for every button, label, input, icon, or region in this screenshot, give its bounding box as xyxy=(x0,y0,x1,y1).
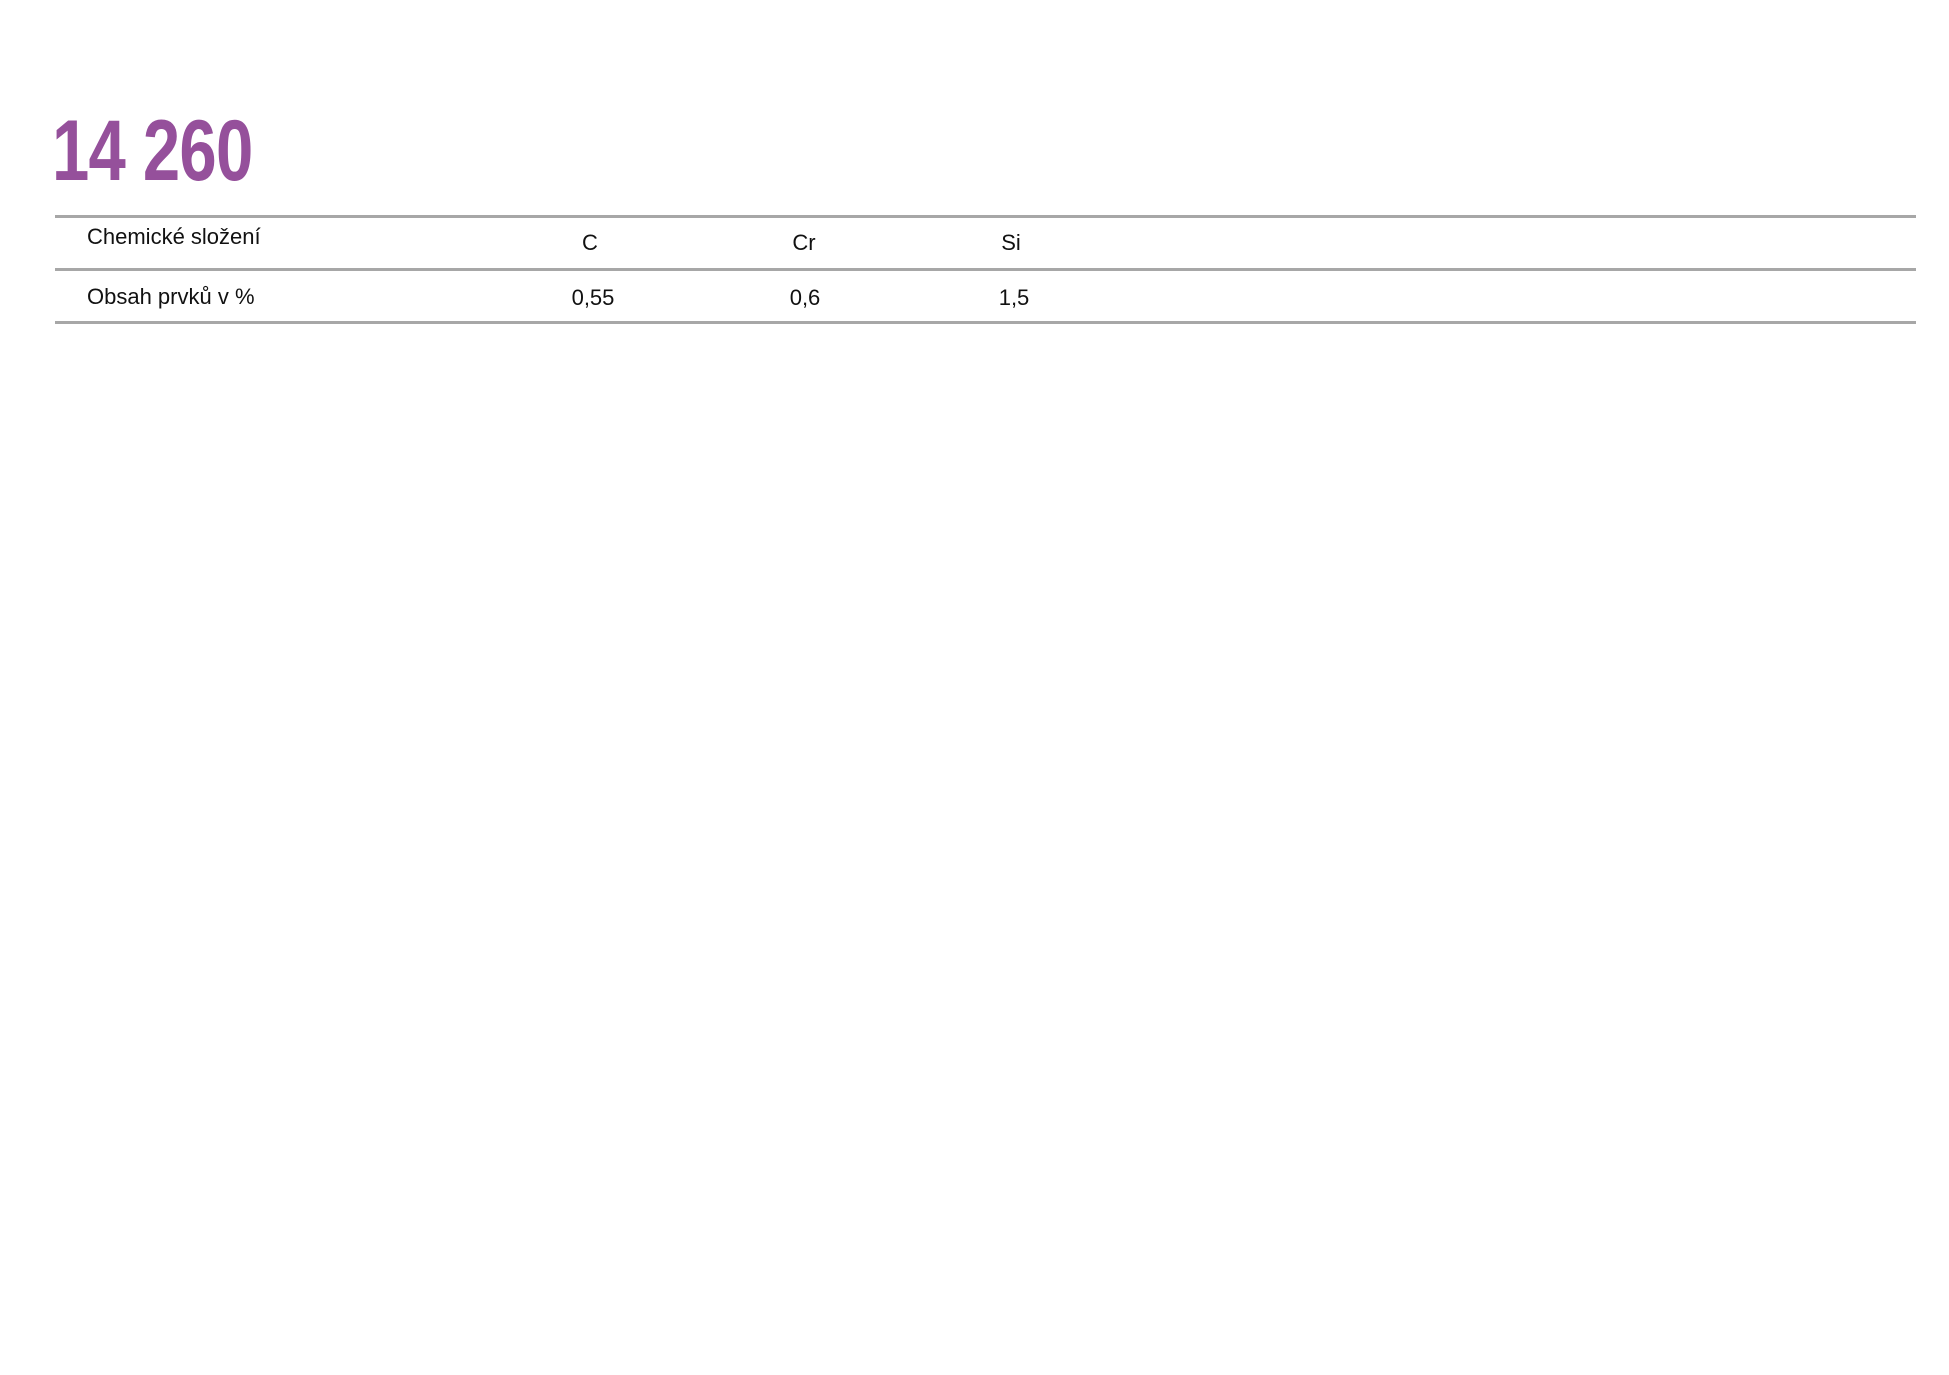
table-mid-rule xyxy=(55,268,1916,271)
value-c: 0,55 xyxy=(571,285,615,310)
value-si: 1,5 xyxy=(998,285,1030,310)
header-col-si: Si xyxy=(1001,230,1021,255)
header-label: Chemické složení xyxy=(87,224,261,249)
header-col-c: C xyxy=(582,230,598,255)
table-bottom-rule xyxy=(55,321,1916,324)
value-cr: 0,6 xyxy=(789,285,821,310)
page-title: 14 260 xyxy=(52,103,253,199)
header-col-cr: Cr xyxy=(792,230,816,255)
table-top-rule xyxy=(55,215,1916,218)
row-label: Obsah prvků v % xyxy=(87,284,255,309)
